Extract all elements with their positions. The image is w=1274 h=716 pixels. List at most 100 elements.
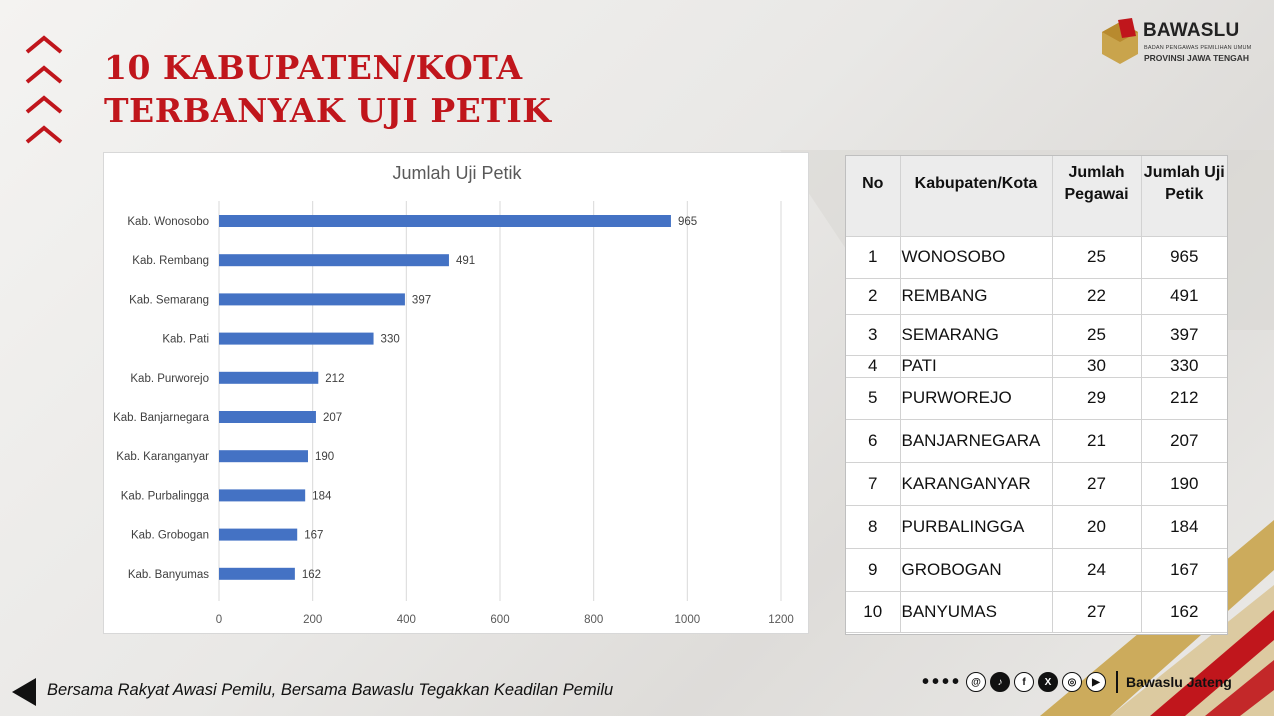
cell-pegawai: 30 [1052, 355, 1142, 378]
bar [219, 254, 449, 267]
category-label: Kab. Rembang [132, 255, 209, 267]
threads-icon[interactable]: @ [966, 672, 987, 692]
bar [219, 567, 295, 580]
cell-no: 10 [846, 591, 901, 633]
header-uji-petik: Jumlah Uji Petik [1141, 156, 1227, 212]
category-label: Kab. Karanganyar [116, 451, 209, 463]
instagram-icon[interactable]: ◎ [1062, 672, 1083, 692]
category-label: Kab. Grobogan [131, 530, 209, 542]
cell-no: 2 [846, 278, 901, 315]
data-label: 491 [456, 255, 475, 267]
cell-pegawai: 22 [1052, 278, 1142, 315]
table-row: 9 GROBOGAN 24 167 [846, 548, 1227, 592]
cell-pegawai: 25 [1052, 314, 1142, 356]
data-label: 212 [325, 373, 344, 385]
bawaslu-logo-icon [1102, 18, 1138, 64]
bar-chart: Jumlah Uji Petik 0 200 400 600 800 1000 1200 Kab… [103, 152, 809, 634]
chevron-up-icon [25, 65, 63, 84]
x-icon[interactable]: X [1038, 672, 1059, 692]
data-label: 397 [412, 294, 431, 306]
cell-uji-petik: 397 [1141, 314, 1227, 356]
cell-kabupaten: WONOSOBO [900, 236, 1053, 279]
cell-kabupaten: PATI [900, 355, 1053, 378]
social-bar: •••• @ ♪ f X ◎ ▶ Bawaslu Jateng [922, 670, 1232, 694]
logo-province: PROVINSI JAWA TENGAH [1144, 53, 1250, 63]
category-label: Kab. Semarang [129, 294, 209, 306]
table-row: 3 SEMARANG 25 397 [846, 314, 1227, 356]
dots-decoration: •••• [922, 670, 963, 693]
youtube-icon[interactable]: ▶ [1086, 672, 1107, 692]
cell-uji-petik: 965 [1141, 236, 1227, 279]
header-pegawai: Jumlah Pegawai [1052, 156, 1142, 212]
cell-uji-petik: 207 [1141, 419, 1227, 463]
category-label: Kab. Wonosobo [127, 216, 209, 228]
table-row: 2 REMBANG 22 491 [846, 278, 1227, 315]
cell-no: 1 [846, 236, 901, 279]
divider [1116, 671, 1119, 693]
bar [219, 332, 374, 345]
facebook-icon[interactable]: f [1014, 672, 1035, 692]
data-label: 162 [302, 569, 321, 581]
cell-pegawai: 25 [1052, 236, 1142, 279]
cell-kabupaten: BANJARNEGARA [900, 419, 1053, 463]
table-row: 4 PATI 30 330 [846, 355, 1227, 378]
table-row: 8 PURBALINGGA 20 184 [846, 505, 1227, 549]
category-label: Kab. Banyumas [128, 569, 209, 581]
bar [219, 489, 306, 502]
chevron-decoration [24, 34, 68, 154]
bar [219, 215, 671, 227]
cell-pegawai: 24 [1052, 548, 1142, 592]
cell-no: 7 [846, 462, 901, 506]
cell-no: 5 [846, 377, 901, 420]
cell-no: 3 [846, 314, 901, 356]
category-label: Kab. Purbalingga [121, 490, 210, 502]
tiktok-icon[interactable]: ♪ [990, 672, 1011, 692]
header-no: No [846, 156, 901, 212]
cell-no: 4 [846, 355, 901, 378]
table-header-row: No Kabupaten/Kota Jumlah Pegawai Jumlah … [846, 156, 1227, 212]
chart-title: Jumlah Uji Petik [392, 163, 522, 183]
cell-kabupaten: GROBOGAN [900, 548, 1053, 592]
cell-kabupaten: PURBALINGGA [900, 505, 1053, 549]
footer-handle: Bawaslu Jateng [1126, 674, 1232, 690]
chevron-up-icon [25, 125, 63, 144]
cell-pegawai: 27 [1052, 462, 1142, 506]
cell-uji-petik: 190 [1141, 462, 1227, 506]
cell-kabupaten: SEMARANG [900, 314, 1053, 356]
bar [219, 450, 308, 463]
cell-uji-petik: 212 [1141, 377, 1227, 420]
data-label: 965 [678, 216, 697, 228]
cell-no: 8 [846, 505, 901, 549]
cell-kabupaten: PURWOREJO [900, 377, 1053, 420]
back-arrow-icon[interactable] [10, 676, 38, 708]
table-spacer-row [846, 212, 1227, 237]
bar [219, 293, 405, 306]
data-label: 207 [323, 412, 342, 424]
x-tick-label: 400 [397, 614, 416, 626]
cell-kabupaten: BANYUMAS [900, 591, 1053, 633]
data-label: 167 [304, 530, 323, 542]
x-tick-label: 800 [584, 614, 603, 626]
cell-uji-petik: 491 [1141, 278, 1227, 315]
cell-kabupaten: KARANGANYAR [900, 462, 1053, 506]
cell-pegawai: 29 [1052, 377, 1142, 420]
bar [219, 528, 298, 541]
x-tick-label: 1000 [675, 614, 701, 626]
x-tick-label: 0 [216, 614, 222, 626]
cell-uji-petik: 330 [1141, 355, 1227, 378]
footer-tagline: Bersama Rakyat Awasi Pemilu, Bersama Baw… [47, 681, 614, 699]
data-label: 330 [381, 334, 400, 346]
bar [219, 411, 316, 423]
data-table: No Kabupaten/Kota Jumlah Pegawai Jumlah … [845, 155, 1228, 635]
page-title: 10 KABUPATEN/KOTA TERBANYAK UJI PETIK [104, 46, 551, 132]
table-row: 10 BANYUMAS 27 162 [846, 591, 1227, 633]
x-tick-label: 200 [303, 614, 322, 626]
data-label: 184 [312, 490, 332, 502]
data-label: 190 [315, 451, 334, 463]
cell-pegawai: 21 [1052, 419, 1142, 463]
logo-brand: BAWASLU [1143, 20, 1240, 41]
x-tick-label: 600 [490, 614, 509, 626]
cell-uji-petik: 162 [1141, 591, 1227, 633]
cell-uji-petik: 167 [1141, 548, 1227, 592]
cell-no: 9 [846, 548, 901, 592]
